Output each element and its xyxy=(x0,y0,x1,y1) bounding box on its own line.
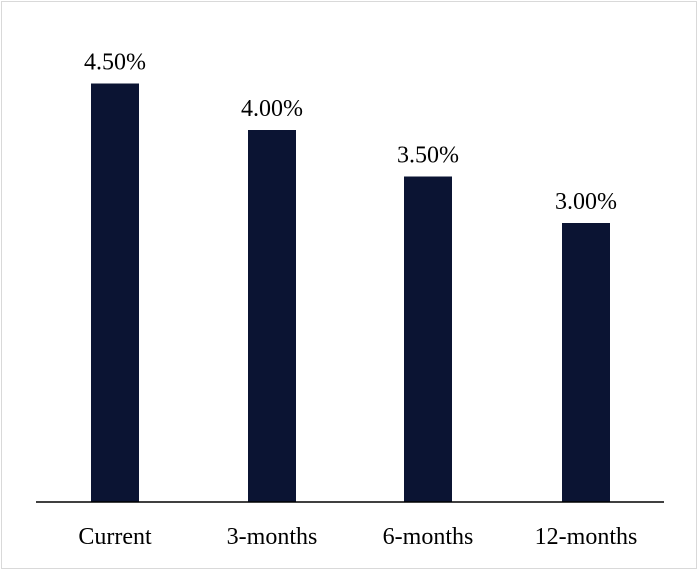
data-label-6-months: 3.50% xyxy=(397,143,459,169)
x-tick-labels-layer: Current 3-months 6-months 12-months xyxy=(78,524,637,550)
bar-3-months xyxy=(248,130,296,502)
x-tick-label-current: Current xyxy=(78,524,152,550)
data-label-current: 4.50% xyxy=(84,50,146,76)
bar-current xyxy=(91,83,139,502)
x-tick-label-3-months: 3-months xyxy=(227,524,318,550)
bar-12-months xyxy=(562,223,610,502)
data-labels-layer: 4.50% 4.00% 3.50% 3.00% xyxy=(84,50,617,216)
data-label-3-months: 4.00% xyxy=(241,96,303,122)
x-tick-label-6-months: 6-months xyxy=(383,524,474,550)
x-tick-label-12-months: 12-months xyxy=(535,524,638,550)
bar-6-months xyxy=(404,176,452,502)
bars-layer xyxy=(91,83,610,502)
data-label-12-months: 3.00% xyxy=(555,189,617,215)
